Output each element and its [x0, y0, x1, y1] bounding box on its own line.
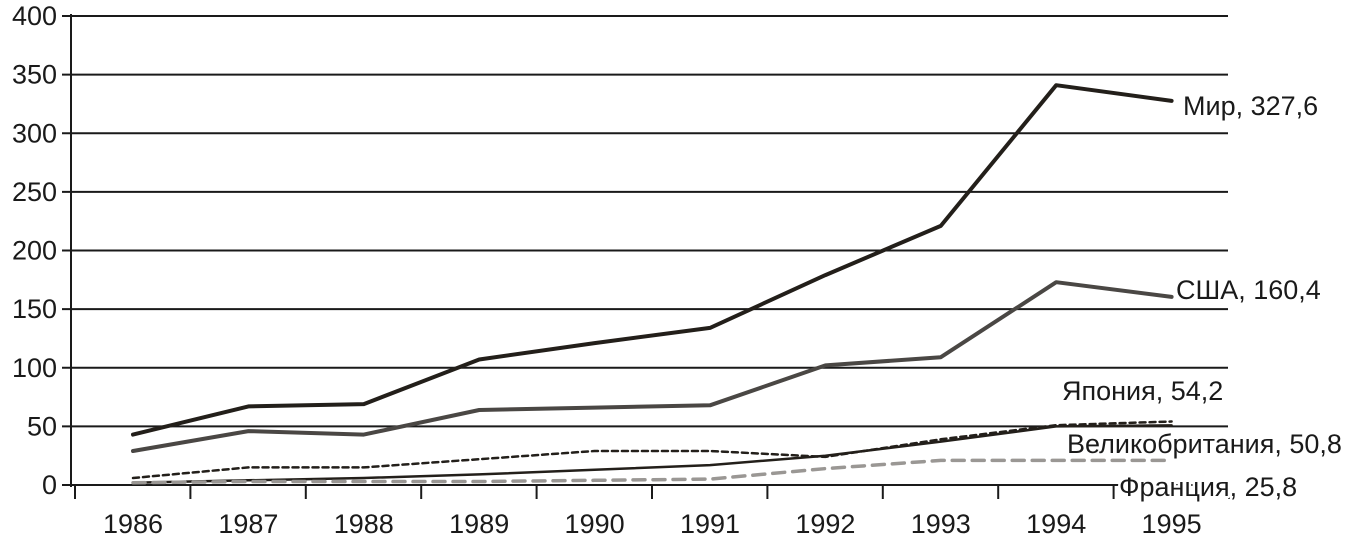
series-label-uk: Великобритания, 50,8 [1067, 429, 1342, 459]
series-label-japan: Япония, 54,2 [1062, 376, 1223, 406]
y-tick-label: 300 [12, 118, 57, 148]
x-tick-label: 1986 [103, 509, 163, 539]
x-tick-label: 1990 [565, 509, 625, 539]
x-tick-label: 1993 [911, 509, 971, 539]
x-tick-label: 1995 [1142, 509, 1202, 539]
y-tick-label: 0 [42, 470, 57, 500]
y-tick-label: 250 [12, 177, 57, 207]
series-lines [131, 83, 1174, 485]
series-line-usa [131, 280, 1174, 453]
x-tick-label: 1989 [449, 509, 509, 539]
y-tick-label: 150 [12, 294, 57, 324]
series-line-uk [131, 424, 1173, 484]
series-line-world [131, 83, 1174, 437]
y-tick-label: 100 [12, 353, 57, 383]
series-label-world: Мир, 327,6 [1183, 91, 1318, 121]
series-labels: Мир, 327,6 США, 160,4 Япония, 54,2 Великобр… [1060, 89, 1345, 505]
x-tick-label: 1988 [334, 509, 394, 539]
x-tick-label: 1991 [680, 509, 740, 539]
x-axis-ticks: 1986 1987 1988 1989 1990 1991 1992 1993 1994 1995 [74, 485, 1230, 539]
series-line-france [131, 458, 1174, 485]
series-label-france: Франция, 25,8 [1119, 472, 1297, 502]
y-tick-label: 400 [12, 1, 57, 31]
series-label-usa: США, 160,4 [1176, 275, 1321, 305]
y-axis-ticks: 0 50 100 150 200 250 300 350 400 [12, 1, 71, 500]
x-tick-label: 1994 [1026, 509, 1086, 539]
series-line-japan [131, 420, 1173, 480]
y-tick-label: 200 [12, 236, 57, 266]
y-tick-label: 50 [27, 411, 57, 441]
y-tick-label: 350 [12, 60, 57, 90]
x-tick-label: 1987 [218, 509, 278, 539]
x-tick-label: 1992 [795, 509, 855, 539]
grid-lines [71, 15, 1228, 486]
